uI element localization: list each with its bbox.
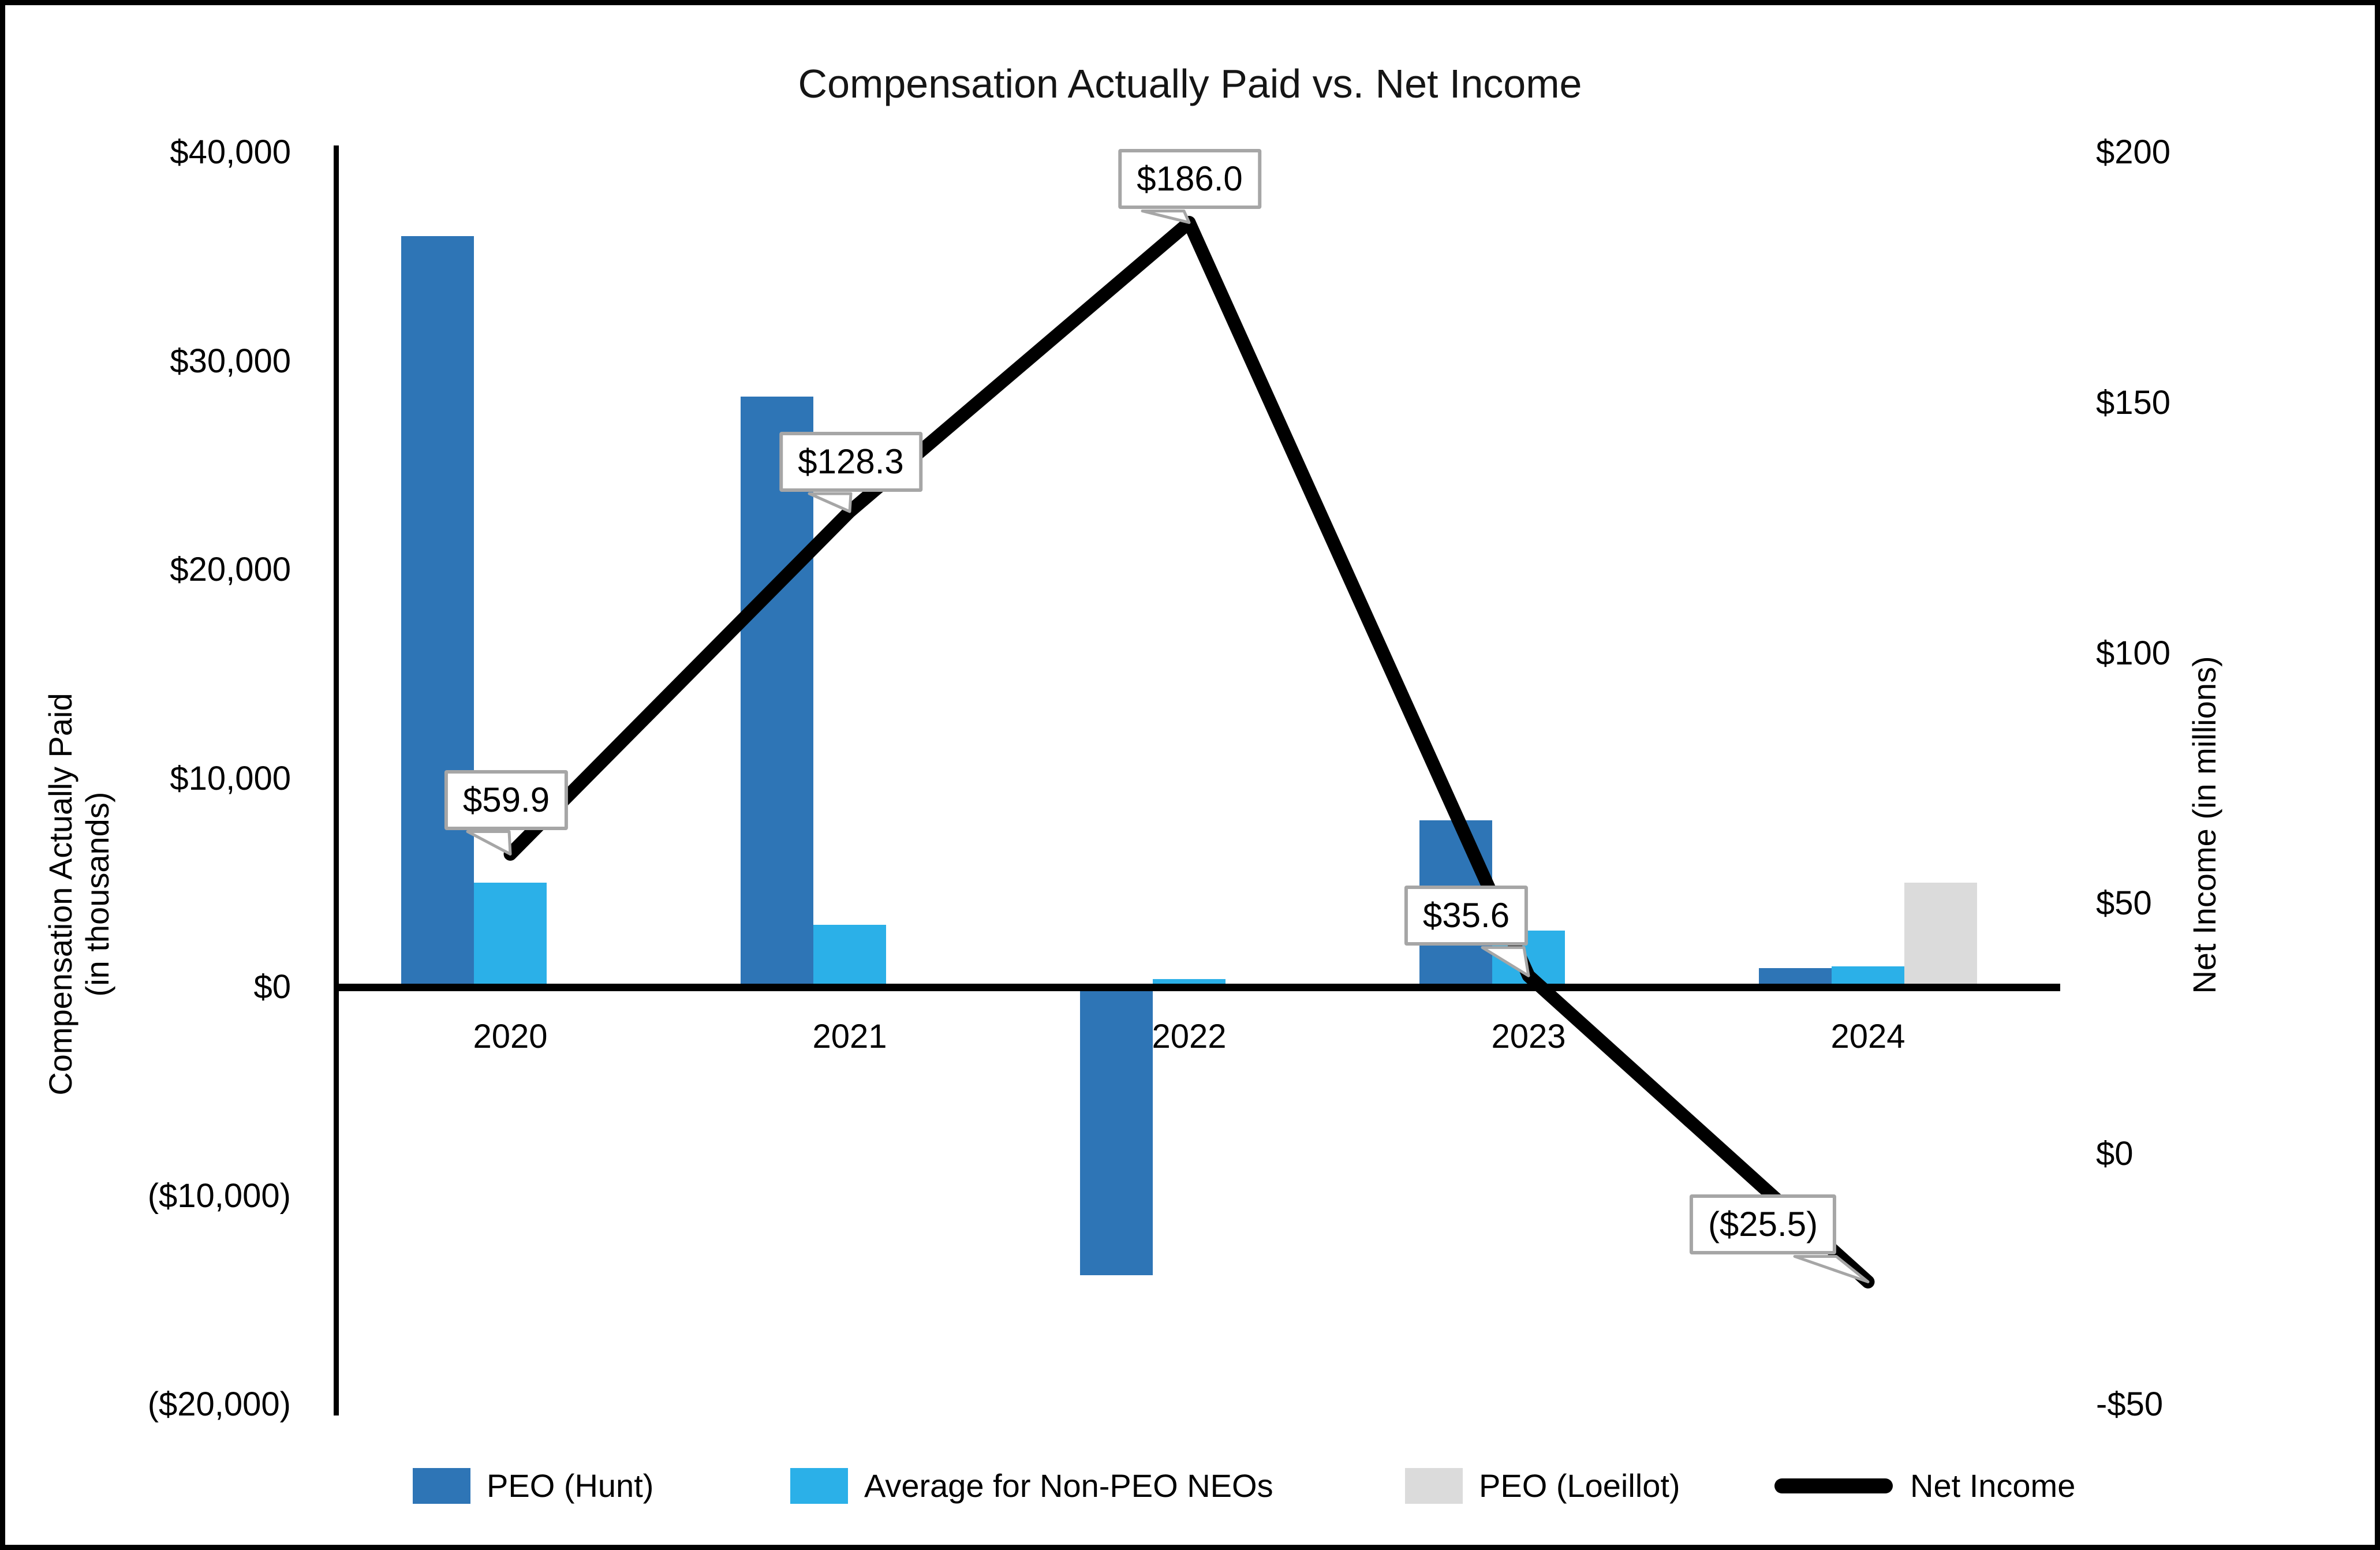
left-axis-tick: $20,000 [170,551,291,588]
chart-area: Compensation Actually Paid vs. Net Incom… [5,5,2375,1545]
left-axis-tick: $10,000 [170,759,291,797]
data-label-callout-2021: $128.3 [779,432,922,492]
x-axis-label-2024: 2024 [1830,1018,1906,1055]
left-axis-tick: $40,000 [170,133,291,171]
right-axis-tick: $0 [2096,1135,2134,1173]
legend-label-average-for-non-peo-neos: Average for Non-PEO NEOs [864,1467,1273,1504]
bar-peo-hunt [741,396,813,987]
right-axis-tick: $150 [2096,383,2171,421]
callout-pointer [808,492,853,513]
bar-average-for-non-peo-neos [813,924,886,987]
legend: PEO (Hunt) Average for Non-PEO NEOs PEO (L… [5,5,2375,1545]
data-label-callout-2020: $59.9 [444,770,569,830]
right-axis-tick: $50 [2096,884,2152,922]
callout-pointer [1793,1254,1870,1283]
legend-swatch-average-for-non-peo-neos [790,1468,848,1504]
bar-peo-hunt [1080,987,1153,1275]
left-axis-tick: $0 [253,968,291,1006]
right-axis-tick: $200 [2096,133,2171,171]
bar-average-for-non-peo-neos [474,883,547,987]
callout-pointer [1141,209,1191,224]
bar-peo-loeillot [1904,883,1977,987]
legend-swatch-peo-hunt [413,1468,470,1504]
legend-label-peo-hunt: PEO (Hunt) [487,1467,654,1504]
legend-label-net-income: Net Income [1910,1467,2076,1504]
x-axis-label-2020: 2020 [473,1018,548,1055]
x-axis-zero-line [337,984,2060,991]
callout-pointer [1481,946,1530,977]
line-overlay [466,209,1875,1288]
legend-swatch-peo-loeillot [1405,1468,1463,1504]
right-axis-tick: -$50 [2096,1385,2164,1423]
x-axis-label-2022: 2022 [1152,1018,1227,1055]
data-label-callout-2024: ($25.5) [1689,1194,1837,1255]
data-label-callout-2022: $186.0 [1118,149,1261,210]
net-income-line [503,215,1875,1288]
right-axis-tick: $100 [2096,634,2171,672]
legend-line-sample [1774,1478,1893,1493]
legend-label-peo-loeillot: PEO (Loeillot) [1479,1467,1680,1504]
left-axis-tick: $30,000 [170,342,291,380]
left-axis-tick: ($10,000) [147,1176,291,1215]
x-axis-label-2023: 2023 [1491,1018,1566,1055]
bar-peo-hunt [401,236,474,987]
bar-average-for-non-peo-neos [1832,966,1904,987]
y-axis-line [334,145,339,1415]
chart-title: Compensation Actually Paid vs. Net Incom… [798,61,1582,106]
data-label-callout-2023: $35.6 [1404,886,1529,946]
left-axis-tick: ($20,000) [147,1385,291,1423]
callout-pointer [466,830,512,856]
x-axis-label-2021: 2021 [812,1018,887,1055]
